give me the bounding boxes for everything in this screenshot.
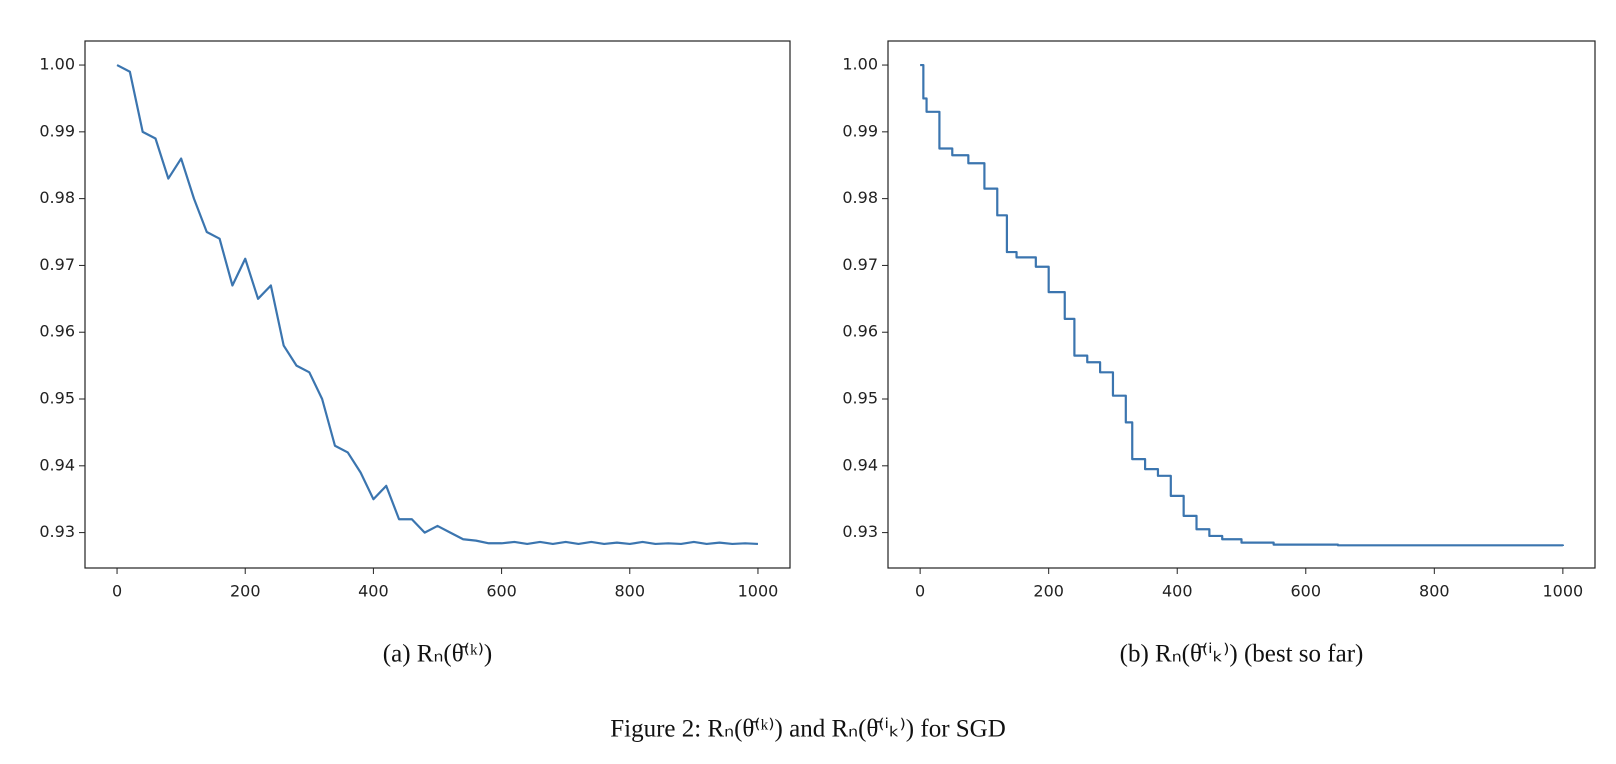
plot-frame: [84, 40, 791, 569]
subcaption: (a) Rₙ(θ̄⁽ᵏ⁾): [383, 641, 492, 668]
y-tick-label: 1.00: [39, 55, 75, 74]
y-tick-label: 0.98: [39, 188, 75, 207]
y-tick-label: 0.93: [39, 522, 75, 541]
y-tick-label: 0.94: [842, 455, 878, 474]
y-tick-label: 0.98: [842, 188, 878, 207]
x-tick-label: 600: [1290, 582, 1321, 601]
y-tick-label: 0.95: [842, 389, 878, 408]
x-tick-label: 200: [1033, 582, 1064, 601]
y-tick-label: 0.94: [39, 455, 75, 474]
x-tick-label: 0: [112, 582, 122, 601]
x-tick-label: 1000: [1543, 582, 1584, 601]
x-tick-label: 200: [230, 582, 261, 601]
y-tick-label: 0.96: [842, 322, 878, 341]
y-tick-label: 0.99: [39, 121, 75, 140]
x-tick-label: 800: [1419, 582, 1450, 601]
x-tick-label: 400: [358, 582, 389, 601]
figure-caption: Figure 2: Rₙ(θ̄⁽ᵏ⁾) and Rₙ(θ̄⁽ⁱₖ⁾) for S…: [610, 716, 1006, 743]
data-line: [116, 64, 759, 546]
subcaption: (b) Rₙ(θ̄⁽ⁱₖ⁾) (best so far): [1120, 641, 1364, 668]
plot-frame: [887, 40, 1596, 569]
y-tick-label: 0.97: [39, 255, 75, 274]
y-tick-label: 0.95: [39, 389, 75, 408]
y-tick-label: 0.93: [842, 522, 878, 541]
y-tick-label: 0.96: [39, 322, 75, 341]
x-tick-label: 800: [614, 582, 645, 601]
y-tick-label: 1.00: [842, 55, 878, 74]
data-line: [920, 63, 1564, 547]
x-tick-label: 400: [1162, 582, 1193, 601]
x-tick-label: 1000: [738, 582, 779, 601]
x-tick-label: 600: [486, 582, 517, 601]
y-tick-label: 0.99: [842, 121, 878, 140]
x-tick-label: 0: [915, 582, 925, 601]
y-tick-label: 0.97: [842, 255, 878, 274]
